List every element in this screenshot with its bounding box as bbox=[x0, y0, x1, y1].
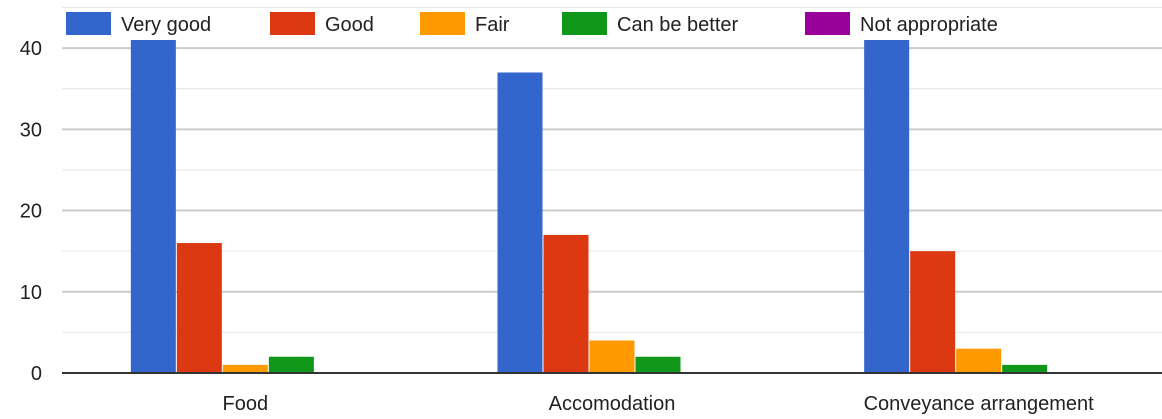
legend-label: Very good bbox=[121, 14, 211, 36]
bar-fair-accomodation bbox=[589, 340, 635, 373]
y-tick-label: 20 bbox=[20, 201, 42, 223]
legend-label: Not appropriate bbox=[860, 14, 998, 36]
bars bbox=[130, 40, 1048, 374]
x-axis-categories: Food Accomodation Conveyance arrangement bbox=[223, 393, 1095, 415]
legend-swatch bbox=[562, 12, 607, 35]
legend-swatch bbox=[66, 12, 111, 35]
bar-can-be-better-food bbox=[268, 356, 314, 373]
legend-label: Good bbox=[325, 14, 374, 36]
y-tick-label: 30 bbox=[20, 119, 42, 141]
x-category-label: Food bbox=[223, 393, 269, 415]
bar-can-be-better-accomodation bbox=[635, 356, 681, 373]
bar-good-food bbox=[176, 243, 222, 373]
legend-swatch bbox=[805, 12, 850, 35]
bar-can-be-better-conveyance-arrangement bbox=[1002, 364, 1048, 373]
bar-very-good-food bbox=[130, 40, 176, 373]
legend: Very good Good Fair Can be better Not approp… bbox=[66, 12, 998, 36]
bar-fair-food bbox=[222, 364, 268, 373]
bar-good-accomodation bbox=[543, 234, 589, 373]
legend-label: Can be better bbox=[617, 14, 739, 36]
y-tick-label: 0 bbox=[31, 363, 42, 385]
x-category-label: Accomodation bbox=[549, 393, 676, 415]
gridlines bbox=[62, 7, 1162, 333]
bar-very-good-accomodation bbox=[497, 72, 543, 374]
bar-good-conveyance-arrangement bbox=[910, 251, 956, 373]
bar-very-good-conveyance-arrangement bbox=[864, 40, 910, 373]
bar-fair-conveyance-arrangement bbox=[956, 348, 1002, 373]
y-tick-label: 10 bbox=[20, 282, 42, 304]
legend-swatch bbox=[420, 12, 465, 35]
y-axis-ticks: 0 10 20 30 40 bbox=[20, 38, 42, 385]
x-category-label: Conveyance arrangement bbox=[864, 393, 1095, 415]
y-tick-label: 40 bbox=[20, 38, 42, 60]
legend-label: Fair bbox=[475, 14, 510, 36]
legend-swatch bbox=[270, 12, 315, 35]
